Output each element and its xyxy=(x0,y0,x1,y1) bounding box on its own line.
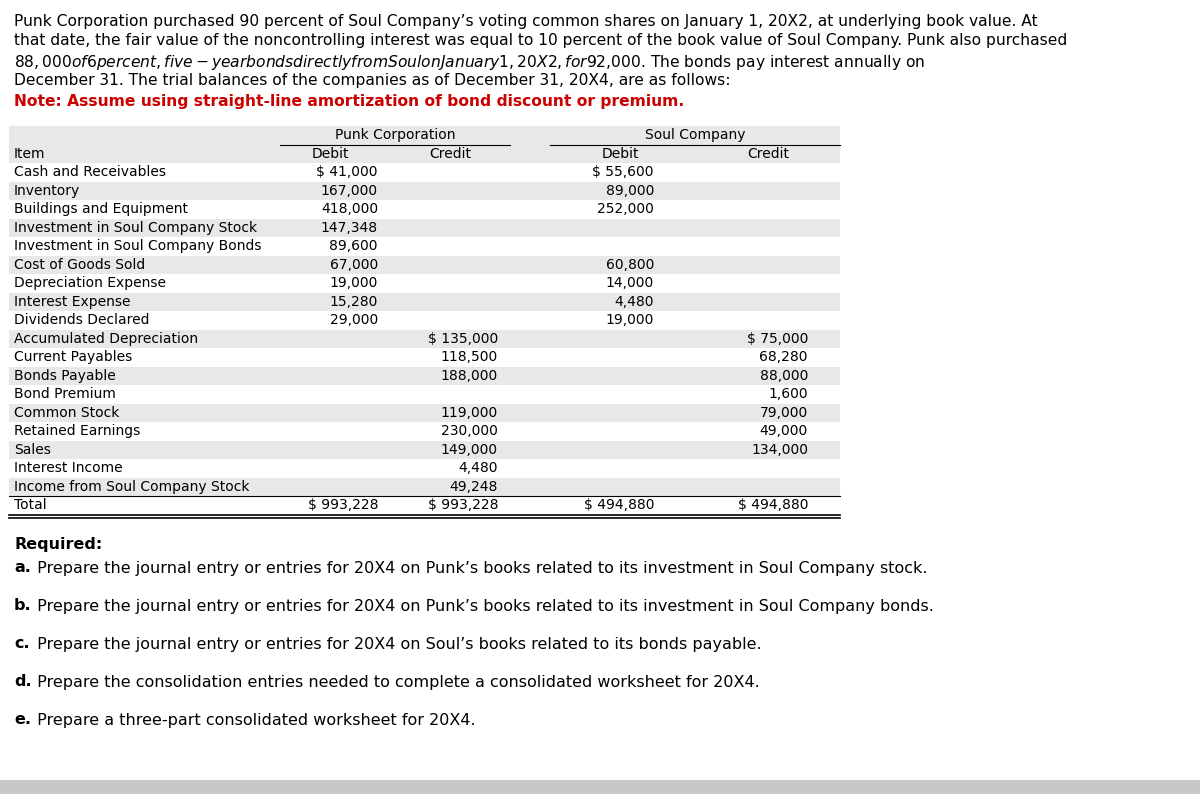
Text: Depreciation Expense: Depreciation Expense xyxy=(14,276,166,291)
Bar xyxy=(10,348,840,367)
Text: Investment in Soul Company Stock: Investment in Soul Company Stock xyxy=(14,221,257,235)
Text: 4,480: 4,480 xyxy=(458,461,498,476)
Text: 19,000: 19,000 xyxy=(330,276,378,291)
Bar xyxy=(10,274,840,292)
Bar xyxy=(10,237,840,256)
Bar xyxy=(10,200,840,218)
Text: 418,000: 418,000 xyxy=(320,202,378,216)
Text: Retained Earnings: Retained Earnings xyxy=(14,424,140,438)
Text: Buildings and Equipment: Buildings and Equipment xyxy=(14,202,188,216)
Text: b.: b. xyxy=(14,599,31,614)
Text: Credit: Credit xyxy=(746,147,790,160)
Text: $ 55,600: $ 55,600 xyxy=(593,165,654,179)
Text: December 31. The trial balances of the companies as of December 31, 20X4, are as: December 31. The trial balances of the c… xyxy=(14,72,731,87)
Text: 19,000: 19,000 xyxy=(606,314,654,327)
Text: a.: a. xyxy=(14,561,31,576)
Text: Debit: Debit xyxy=(601,147,638,160)
Bar xyxy=(0,780,1200,794)
Bar xyxy=(10,422,840,441)
Text: 89,000: 89,000 xyxy=(606,183,654,198)
Text: 88,000: 88,000 xyxy=(760,368,808,383)
Text: $ 993,228: $ 993,228 xyxy=(427,499,498,512)
Text: 147,348: 147,348 xyxy=(320,221,378,235)
Text: 79,000: 79,000 xyxy=(760,406,808,420)
Text: Investment in Soul Company Bonds: Investment in Soul Company Bonds xyxy=(14,239,262,253)
Text: 1,600: 1,600 xyxy=(768,387,808,401)
Bar xyxy=(10,311,840,330)
Text: 29,000: 29,000 xyxy=(330,314,378,327)
Text: 252,000: 252,000 xyxy=(598,202,654,216)
Text: 119,000: 119,000 xyxy=(440,406,498,420)
Text: 68,280: 68,280 xyxy=(760,350,808,364)
Text: 49,000: 49,000 xyxy=(760,424,808,438)
Text: Prepare the journal entry or entries for 20X4 on Punk’s books related to its inv: Prepare the journal entry or entries for… xyxy=(32,561,928,576)
Text: 134,000: 134,000 xyxy=(751,443,808,457)
Text: Common Stock: Common Stock xyxy=(14,406,119,420)
Text: $ 75,000: $ 75,000 xyxy=(746,332,808,345)
Bar xyxy=(10,126,840,515)
Text: Prepare the journal entry or entries for 20X4 on Punk’s books related to its inv: Prepare the journal entry or entries for… xyxy=(32,599,934,614)
Text: Cash and Receivables: Cash and Receivables xyxy=(14,165,166,179)
Text: $ 494,880: $ 494,880 xyxy=(583,499,654,512)
Text: Prepare the consolidation entries needed to complete a consolidated worksheet fo: Prepare the consolidation entries needed… xyxy=(32,674,760,689)
Text: Total: Total xyxy=(14,499,47,512)
Text: Prepare the journal entry or entries for 20X4 on Soul’s books related to its bon: Prepare the journal entry or entries for… xyxy=(32,637,762,652)
Text: Dividends Declared: Dividends Declared xyxy=(14,314,150,327)
Text: 67,000: 67,000 xyxy=(330,258,378,272)
Text: 230,000: 230,000 xyxy=(442,424,498,438)
Text: 4,480: 4,480 xyxy=(614,295,654,309)
Text: $ 41,000: $ 41,000 xyxy=(317,165,378,179)
Text: $ 993,228: $ 993,228 xyxy=(307,499,378,512)
Text: d.: d. xyxy=(14,674,31,689)
Text: Bond Premium: Bond Premium xyxy=(14,387,116,401)
Text: Debit: Debit xyxy=(311,147,349,160)
Text: e.: e. xyxy=(14,712,31,727)
Text: 149,000: 149,000 xyxy=(440,443,498,457)
Text: 188,000: 188,000 xyxy=(440,368,498,383)
Text: c.: c. xyxy=(14,637,30,652)
Text: Punk Corporation purchased 90 percent of Soul Company’s voting common shares on : Punk Corporation purchased 90 percent of… xyxy=(14,14,1038,29)
Text: Cost of Goods Sold: Cost of Goods Sold xyxy=(14,258,145,272)
Text: Current Payables: Current Payables xyxy=(14,350,132,364)
Text: Soul Company: Soul Company xyxy=(644,129,745,142)
Text: Bonds Payable: Bonds Payable xyxy=(14,368,115,383)
Text: 89,600: 89,600 xyxy=(330,239,378,253)
Text: $ 494,880: $ 494,880 xyxy=(738,499,808,512)
Text: that date, the fair value of the noncontrolling interest was equal to 10 percent: that date, the fair value of the noncont… xyxy=(14,33,1067,48)
Text: $ 135,000: $ 135,000 xyxy=(427,332,498,345)
Text: Item: Item xyxy=(14,147,46,160)
Text: 60,800: 60,800 xyxy=(606,258,654,272)
Text: 14,000: 14,000 xyxy=(606,276,654,291)
Text: Credit: Credit xyxy=(430,147,470,160)
Bar xyxy=(10,496,840,515)
Text: Income from Soul Company Stock: Income from Soul Company Stock xyxy=(14,480,250,494)
Text: Interest Expense: Interest Expense xyxy=(14,295,131,309)
Text: 49,248: 49,248 xyxy=(450,480,498,494)
Text: Inventory: Inventory xyxy=(14,183,80,198)
Text: 167,000: 167,000 xyxy=(320,183,378,198)
Bar xyxy=(10,459,840,477)
Text: Sales: Sales xyxy=(14,443,50,457)
Bar xyxy=(10,163,840,182)
Text: Required:: Required: xyxy=(14,537,102,552)
Bar xyxy=(10,385,840,403)
Text: Accumulated Depreciation: Accumulated Depreciation xyxy=(14,332,198,345)
Text: $88,000 of 6 percent, five-year bonds directly from Soul on January 1, 20X2, for: $88,000 of 6 percent, five-year bonds di… xyxy=(14,53,925,72)
Text: Interest Income: Interest Income xyxy=(14,461,122,476)
Text: Prepare a three-part consolidated worksheet for 20X4.: Prepare a three-part consolidated worksh… xyxy=(32,712,475,727)
Text: Note: Assume using straight-line amortization of bond discount or premium.: Note: Assume using straight-line amortiz… xyxy=(14,94,684,109)
Text: Punk Corporation: Punk Corporation xyxy=(335,129,455,142)
Text: 118,500: 118,500 xyxy=(440,350,498,364)
Text: 15,280: 15,280 xyxy=(330,295,378,309)
